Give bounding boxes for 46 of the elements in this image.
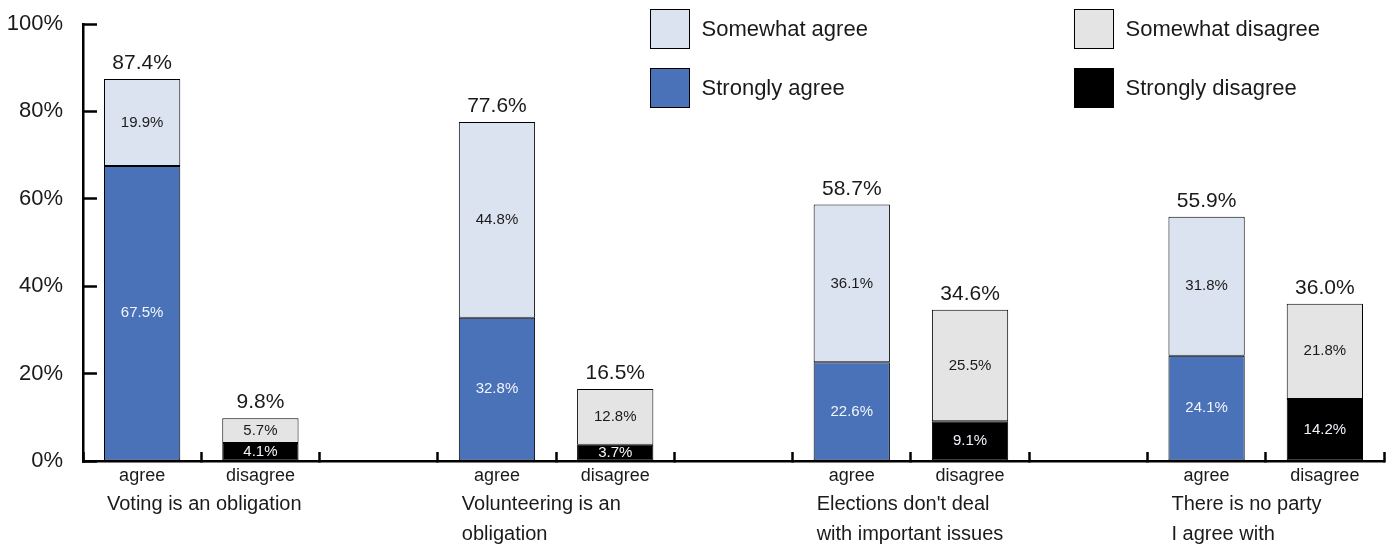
- x-tick-label: agree: [828, 464, 875, 485]
- data-label: 22.6%: [830, 401, 874, 419]
- x-tick-label: disagree: [1290, 464, 1360, 485]
- data-label: 4.1%: [243, 441, 278, 459]
- text: Elections don't deal with important issues: [815, 491, 1004, 544]
- legend-label: Strongly agree: [701, 75, 845, 101]
- total-label: 9.8%: [236, 389, 285, 413]
- total-label: 55.9%: [1176, 188, 1237, 212]
- data-label: 67.5%: [120, 303, 164, 321]
- y-tick-label: 40%: [18, 272, 63, 298]
- data-label: 24.1%: [1185, 398, 1228, 416]
- legend-label: Somewhat agree: [701, 16, 868, 42]
- legend-label: Strongly disagree: [1125, 75, 1297, 101]
- data-label: 36.1%: [830, 273, 874, 291]
- data-label: 3.7%: [598, 442, 633, 460]
- data-label: 25.5%: [948, 355, 992, 373]
- x-tick-label: disagree: [935, 464, 1005, 485]
- text: There is no party I agree with: [1171, 491, 1322, 544]
- x-tick-label: disagree: [580, 464, 650, 485]
- data-label: 19.9%: [120, 112, 164, 130]
- y-tick-label: 100%: [6, 10, 63, 36]
- total-label: 34.6%: [940, 281, 1000, 305]
- data-label: 9.1%: [952, 431, 988, 449]
- y-tick-label: 20%: [18, 359, 63, 385]
- data-label: 44.8%: [475, 209, 519, 227]
- x-tick-label: agree: [119, 464, 166, 485]
- total-label: 87.4%: [112, 50, 172, 74]
- data-label: 14.2%: [1303, 419, 1347, 437]
- total-label: 16.5%: [585, 360, 645, 384]
- data-label: 5.7%: [243, 420, 278, 438]
- total-label: 36.0%: [1295, 274, 1355, 298]
- total-label: 58.7%: [822, 175, 882, 199]
- legend-label: Somewhat disagree: [1125, 16, 1320, 42]
- data-label: 32.8%: [475, 379, 519, 397]
- text: Volunteering is an obligation: [461, 491, 621, 544]
- total-label: 77.6%: [467, 93, 527, 117]
- x-tick-label: agree: [1183, 464, 1230, 485]
- data-label: 12.8%: [593, 407, 637, 424]
- data-label: 21.8%: [1303, 341, 1347, 359]
- y-tick-label: 60%: [18, 184, 63, 210]
- y-tick-label: 0%: [31, 447, 63, 473]
- y-tick-label: 80%: [18, 97, 63, 123]
- data-label: 31.8%: [1185, 276, 1228, 294]
- x-tick-label: disagree: [225, 464, 295, 485]
- x-tick-label: agree: [473, 464, 520, 485]
- text: Voting is an obligation: [106, 491, 302, 514]
